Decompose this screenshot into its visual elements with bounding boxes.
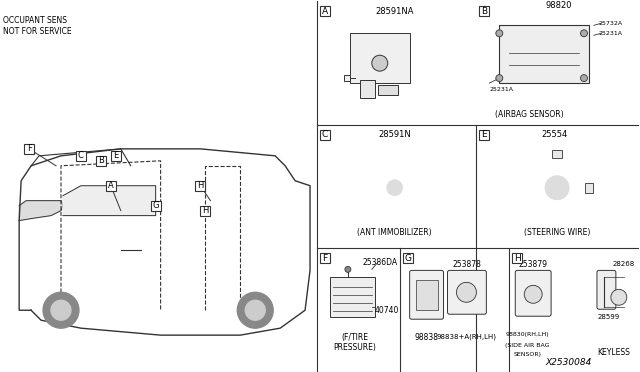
Bar <box>350 33 410 83</box>
Bar <box>512 253 522 263</box>
Text: F: F <box>27 144 31 153</box>
Text: 28591N: 28591N <box>378 131 411 140</box>
Text: C: C <box>78 151 84 160</box>
Circle shape <box>345 266 351 272</box>
Text: 25732A: 25732A <box>599 21 623 26</box>
Text: (ANT IMMOBILIZER): (ANT IMMOBILIZER) <box>357 228 432 237</box>
Bar <box>200 206 211 216</box>
Text: 25231A: 25231A <box>490 87 513 92</box>
Text: (STEERING WIRE): (STEERING WIRE) <box>524 228 590 237</box>
Circle shape <box>611 289 627 305</box>
Text: E: E <box>481 131 487 140</box>
Circle shape <box>43 292 79 328</box>
Text: OCCUPANT SENS
NOT FOR SERVICE: OCCUPANT SENS NOT FOR SERVICE <box>3 16 72 36</box>
Text: (SIDE AIR BAG: (SIDE AIR BAG <box>505 343 550 347</box>
Bar <box>585 183 593 193</box>
Circle shape <box>580 75 588 81</box>
Text: B: B <box>98 156 104 165</box>
Text: SENSOR): SENSOR) <box>513 352 541 357</box>
Bar <box>195 181 205 191</box>
Bar <box>552 150 562 158</box>
Circle shape <box>237 292 273 328</box>
Text: G: G <box>404 254 411 263</box>
Text: 28268: 28268 <box>612 262 635 267</box>
Text: H: H <box>514 254 520 263</box>
Text: 25386DA: 25386DA <box>362 258 397 267</box>
Text: 40740: 40740 <box>375 306 399 315</box>
Text: 98820: 98820 <box>546 1 572 10</box>
Text: H: H <box>197 181 204 190</box>
Circle shape <box>545 176 569 200</box>
Bar <box>96 156 106 166</box>
Bar <box>344 75 350 81</box>
Bar <box>150 201 161 211</box>
Bar <box>320 6 330 16</box>
Text: 98830(RH,LH): 98830(RH,LH) <box>506 332 549 337</box>
Circle shape <box>372 55 388 71</box>
Text: 98838: 98838 <box>415 333 438 341</box>
Bar <box>378 85 397 95</box>
Bar <box>499 25 589 83</box>
Text: H: H <box>202 206 209 215</box>
Circle shape <box>51 300 71 320</box>
Text: F: F <box>323 254 328 263</box>
FancyBboxPatch shape <box>447 270 486 314</box>
Circle shape <box>524 285 542 303</box>
Bar <box>106 181 116 191</box>
Bar <box>479 6 490 16</box>
Text: 28591NA: 28591NA <box>376 7 414 16</box>
Bar <box>24 144 34 154</box>
Text: C: C <box>322 131 328 140</box>
Polygon shape <box>63 186 156 216</box>
Bar <box>76 151 86 161</box>
FancyBboxPatch shape <box>597 270 616 309</box>
Bar <box>415 280 438 310</box>
Bar <box>479 130 490 140</box>
Polygon shape <box>19 201 63 221</box>
Text: B: B <box>481 7 488 16</box>
Circle shape <box>387 180 403 196</box>
Text: 253879: 253879 <box>518 260 548 269</box>
Bar <box>320 130 330 140</box>
Circle shape <box>496 75 503 81</box>
Circle shape <box>456 282 476 302</box>
Text: KEYLESS: KEYLESS <box>597 347 630 357</box>
Text: 98838+A(RH,LH): 98838+A(RH,LH) <box>436 334 497 340</box>
Bar <box>330 278 375 317</box>
Bar <box>403 253 413 263</box>
Bar <box>111 151 121 161</box>
Text: (F/TIRE
PRESSURE): (F/TIRE PRESSURE) <box>333 333 376 352</box>
Text: G: G <box>152 201 159 210</box>
Text: A: A <box>108 181 114 190</box>
Circle shape <box>245 300 265 320</box>
Text: E: E <box>113 151 118 160</box>
Circle shape <box>580 30 588 37</box>
Text: 25554: 25554 <box>541 131 567 140</box>
Bar <box>320 253 330 263</box>
FancyBboxPatch shape <box>515 270 551 316</box>
Text: 28599: 28599 <box>598 314 620 320</box>
Text: (AIRBAG SENSOR): (AIRBAG SENSOR) <box>495 110 563 119</box>
Text: X2530084: X2530084 <box>546 358 592 367</box>
Circle shape <box>496 30 503 37</box>
Bar <box>360 80 375 98</box>
Text: 25231A: 25231A <box>599 31 623 36</box>
Text: A: A <box>322 7 328 16</box>
FancyBboxPatch shape <box>410 270 444 319</box>
Text: 253878: 253878 <box>452 260 481 269</box>
